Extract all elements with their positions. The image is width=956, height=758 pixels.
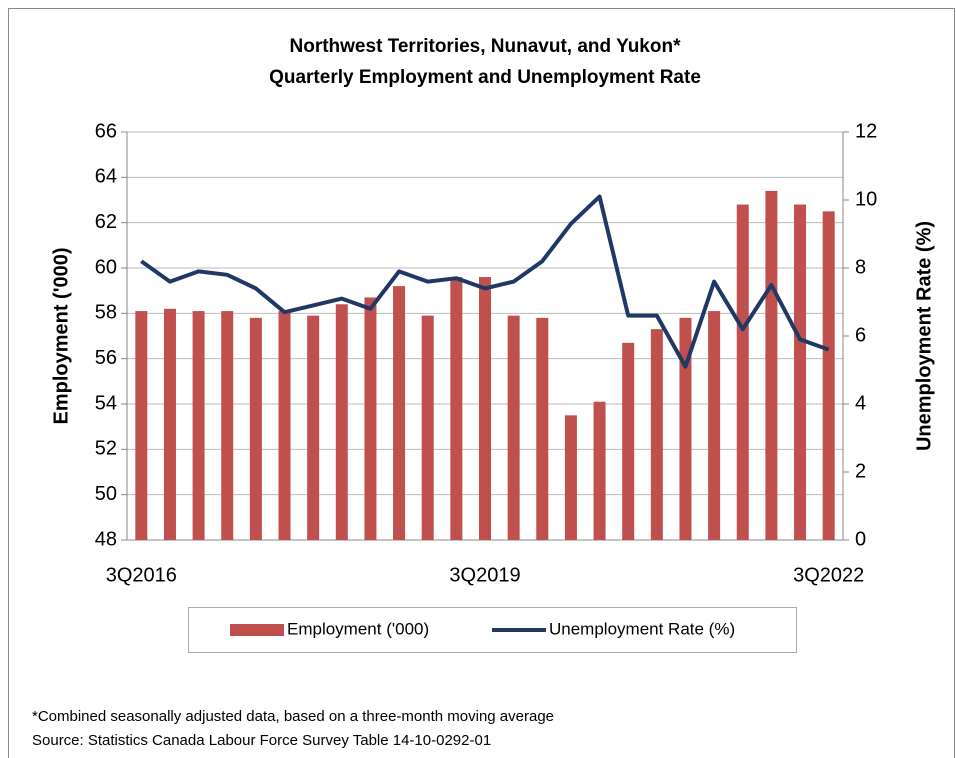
y-tick-label: 64 — [95, 166, 117, 188]
bar — [421, 315, 434, 540]
bar — [622, 342, 635, 540]
bar — [307, 315, 320, 540]
bar — [708, 311, 721, 540]
legend-swatch — [230, 624, 284, 636]
bar — [593, 401, 606, 540]
bar — [163, 308, 176, 540]
y-tick-label: 58 — [95, 302, 117, 324]
bar — [822, 211, 835, 541]
y2-tick-label: 4 — [855, 392, 866, 414]
chart-title: Northwest Territories, Nunavut, and Yuko… — [290, 36, 682, 57]
y-tick-label: 48 — [95, 528, 117, 550]
y2-tick-label: 10 — [855, 188, 877, 210]
bar — [736, 204, 749, 541]
legend-label: Unemployment Rate (%) — [549, 619, 735, 638]
y-tick-label: 52 — [95, 438, 117, 460]
chart-title: Quarterly Employment and Unemployment Ra… — [269, 67, 701, 88]
legend-label: Employment ('000) — [287, 619, 429, 638]
y-tick-label: 60 — [95, 256, 117, 278]
bar — [765, 190, 778, 540]
bar — [479, 277, 491, 540]
y2-tick-label: 8 — [855, 256, 866, 278]
y-tick-label: 56 — [95, 347, 117, 369]
bar — [364, 297, 377, 540]
x-tick-label: 3Q2016 — [106, 564, 177, 586]
line — [140, 194, 830, 369]
y2-tick-label: 0 — [855, 528, 866, 550]
y2-tick-label: 12 — [855, 120, 877, 142]
bar — [393, 286, 406, 540]
frame — [8, 8, 955, 758]
y2-axis-label: Unemployment Rate (%) — [913, 221, 935, 451]
bar — [135, 311, 148, 540]
bar — [679, 317, 692, 540]
bar — [564, 415, 577, 540]
y-tick-label: 50 — [95, 483, 117, 505]
bar — [192, 311, 205, 540]
bar — [335, 304, 348, 540]
y-tick-label: 62 — [95, 211, 117, 233]
legend-box — [188, 607, 797, 653]
bar — [221, 311, 234, 540]
y-tick-label: 54 — [95, 392, 117, 414]
bar — [794, 204, 807, 541]
x-tick-label: 3Q2019 — [449, 564, 520, 586]
bar — [249, 317, 262, 540]
y-tick-label: 66 — [95, 120, 117, 142]
source: Source: Statistics Canada Labour Force S… — [32, 732, 491, 749]
y-axis-label: Employment ('000) — [50, 247, 72, 424]
bar — [507, 315, 520, 540]
bar — [278, 311, 291, 540]
x-tick-label: 3Q2022 — [793, 564, 864, 586]
y2-tick-label: 2 — [855, 460, 866, 482]
bar — [536, 317, 549, 540]
footnote: *Combined seasonally adjusted data, base… — [32, 708, 554, 725]
y2-tick-label: 6 — [855, 324, 866, 346]
bar — [450, 277, 463, 540]
bar — [650, 329, 663, 540]
